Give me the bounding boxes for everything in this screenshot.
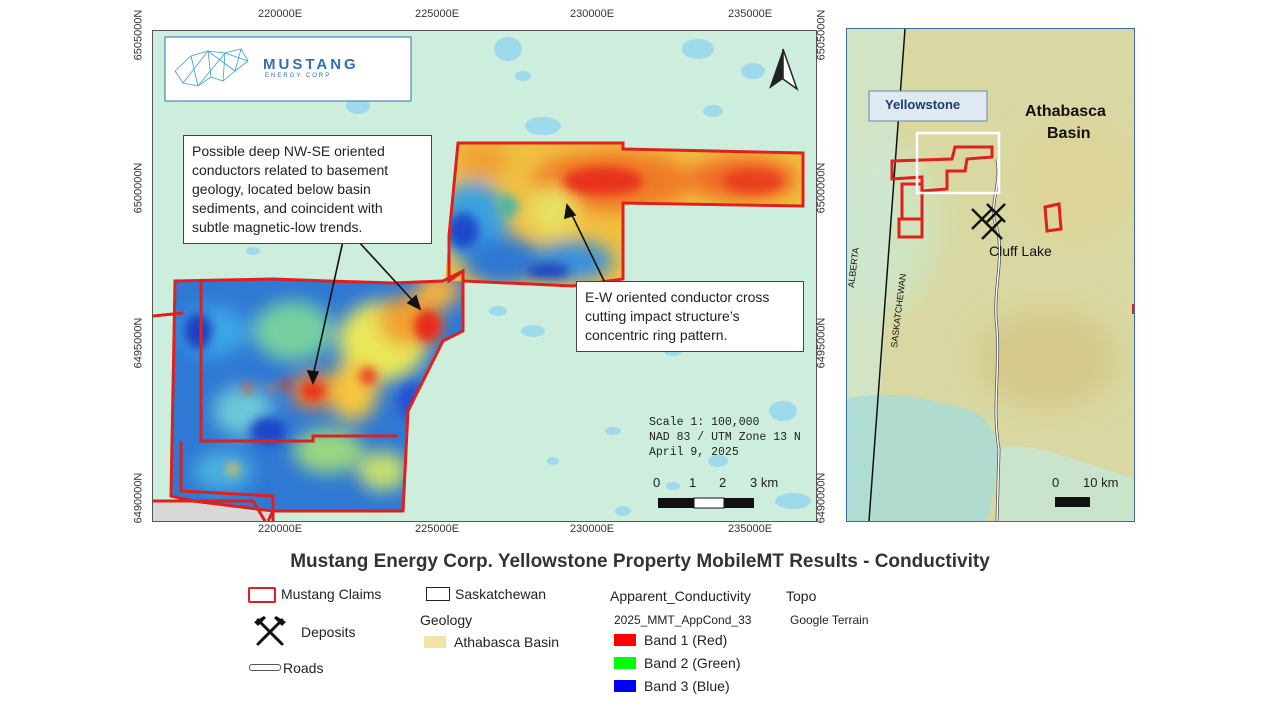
- callout-arrows: [306, 203, 609, 386]
- callout-nw-se: Possible deep NW-SE oriented conductors …: [183, 135, 432, 244]
- legend-topo-value: Google Terrain: [790, 613, 869, 627]
- legend-sask-swatch: [426, 587, 450, 601]
- left-y-label: 6490000N: [132, 472, 145, 524]
- top-x-label: 225000E: [415, 8, 460, 20]
- main-map[interactable]: MUSTANG ENERGY CORP Possible deep NW-SE …: [152, 30, 817, 522]
- legend-saskatchewan: Saskatchewan: [455, 586, 547, 602]
- scale-info-1: Scale 1: 100,000: [649, 416, 760, 429]
- scale-info-2: NAD 83 / UTM Zone 13 N: [649, 431, 801, 444]
- deposits-icon: [971, 203, 1006, 240]
- main-map-canvas: [153, 31, 816, 521]
- label-basin: Basin: [1047, 125, 1091, 142]
- legend-band1: Band 1 (Red): [644, 632, 728, 648]
- legend-deposits-icon: [254, 616, 286, 646]
- label-cluff-lake: Cluff Lake: [989, 243, 1052, 259]
- inset-scale-0: 0: [1052, 475, 1060, 490]
- top-x-label: 230000E: [570, 8, 615, 20]
- left-y-label: 6495000N: [132, 317, 145, 369]
- mustang-logo: [164, 36, 412, 102]
- north-arrow-icon: [769, 48, 799, 91]
- scalebar-label-3: 3 km: [750, 475, 779, 490]
- legend-band2: Band 2 (Green): [644, 655, 741, 671]
- left-y-label: 6500000N: [132, 162, 145, 214]
- horse-logo-icon: [174, 48, 249, 87]
- scale-info-3: April 9, 2025: [649, 446, 739, 459]
- legend-geology-header: Geology: [420, 612, 473, 628]
- left-y-label: 6505000N: [132, 9, 145, 61]
- main-scalebar: [658, 497, 754, 509]
- logo-sub: ENERGY CORP: [265, 73, 332, 79]
- legend-claims-swatch: [248, 587, 276, 603]
- scalebar-label-2: 2: [719, 475, 727, 490]
- right-y-label: 6500000N: [815, 162, 828, 214]
- label-yellowstone: Yellowstone: [885, 97, 961, 112]
- right-y-label: 6505000N: [815, 9, 828, 61]
- inset-scalebar: [1055, 497, 1090, 507]
- label-athabasca: Athabasca: [1025, 103, 1106, 120]
- top-x-label: 235000E: [728, 8, 773, 20]
- legend-band2-swatch: [614, 657, 636, 669]
- inset-map[interactable]: Yellowstone Athabasca Basin Cluff Lake A…: [846, 28, 1135, 522]
- callout-e-w: E-W oriented conductor cross cutting imp…: [576, 281, 804, 352]
- study-area-box: [915, 131, 1001, 195]
- yellowstone-label-box: [868, 90, 988, 122]
- legend-roads: Roads: [283, 660, 324, 676]
- right-y-label: 6495000N: [815, 317, 828, 369]
- legend-claims: Mustang Claims: [281, 586, 382, 602]
- legend-topo-header: Topo: [786, 588, 817, 604]
- logo-name: MUSTANG: [263, 56, 359, 73]
- legend-band3-swatch: [614, 680, 636, 692]
- mustang-claims-outline: [153, 141, 805, 521]
- inset-lowland: [847, 394, 998, 521]
- right-y-label: 6490000N: [815, 472, 828, 524]
- inset-map-canvas: [847, 29, 1134, 521]
- bottom-x-label: 235000E: [728, 523, 773, 535]
- top-x-label: 220000E: [258, 8, 303, 20]
- conductivity-west: [171, 271, 463, 511]
- legend-band1-swatch: [614, 634, 636, 646]
- legend-apparent-header: Apparent_Conductivity: [610, 588, 751, 604]
- inset-claims: [890, 145, 1063, 239]
- legend-athabasca: Athabasca Basin: [454, 634, 560, 650]
- bottom-x-label: 225000E: [415, 523, 460, 535]
- scalebar-label-0: 0: [653, 475, 661, 490]
- map-title: Mustang Energy Corp. Yellowstone Propert…: [290, 551, 990, 572]
- bottom-x-label: 220000E: [258, 523, 303, 535]
- inset-scale-10: 10 km: [1083, 475, 1119, 490]
- legend-band3: Band 3 (Blue): [644, 678, 730, 694]
- legend-roads-swatch: [249, 664, 281, 671]
- bottom-x-label: 230000E: [570, 523, 615, 535]
- legend-layer-name: 2025_MMT_AppCond_33: [614, 613, 752, 627]
- scalebar-label-1: 1: [689, 475, 697, 490]
- legend-deposits: Deposits: [301, 624, 356, 640]
- legend-athabasca-swatch: [424, 636, 446, 648]
